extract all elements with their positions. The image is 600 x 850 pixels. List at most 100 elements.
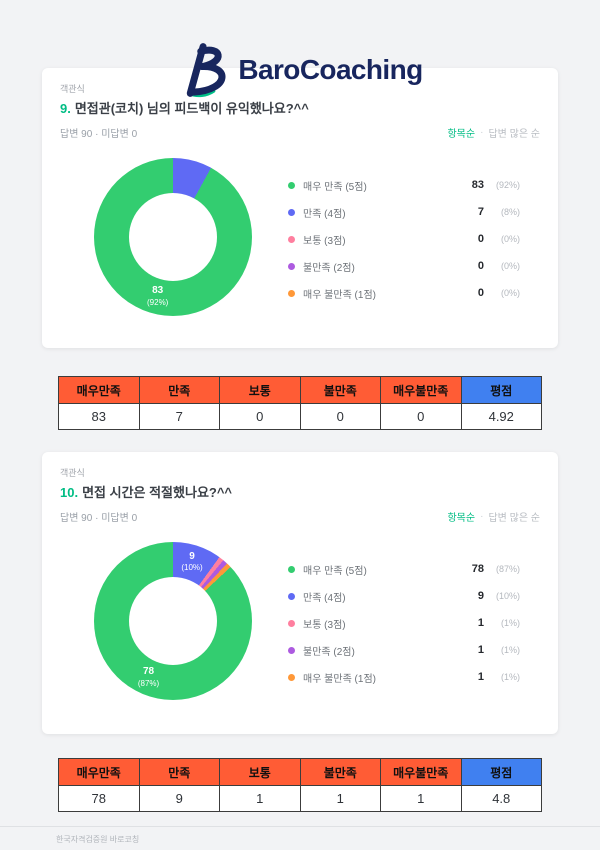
answer-meta: 답변 90 · 미답변 0 bbox=[60, 128, 138, 140]
legend-label: 보통 (3점) bbox=[303, 235, 346, 247]
sort-separator: · bbox=[480, 126, 484, 138]
chart-area: 9 (10%) 78 (87%) 매우 만족 (5점) 78 (87%) 만족 (4점… bbox=[60, 541, 540, 700]
table-value-cell: 7 bbox=[138, 403, 220, 430]
legend-item: 매우 불만족 (1점) 0 (0%) bbox=[288, 280, 520, 307]
table-header-cell: 불만족 bbox=[299, 758, 381, 786]
question-meta-row: 답변 90 · 미답변 0 항목순 · 답변 많은 순 bbox=[60, 125, 540, 140]
legend-percent: (87%) bbox=[495, 564, 520, 575]
legend-percent: (1%) bbox=[500, 645, 520, 656]
legend-count: 0 bbox=[477, 233, 484, 246]
brand-mark-icon bbox=[186, 43, 226, 98]
sort-separator: · bbox=[480, 510, 484, 522]
footer-text: 한국자격검증원 바로코칭 bbox=[56, 835, 140, 844]
sort-by-item[interactable]: 항목순 bbox=[447, 512, 476, 524]
sort-options: 항목순 · 답변 많은 순 bbox=[447, 509, 540, 524]
answer-meta: 답변 90 · 미답변 0 bbox=[60, 512, 138, 524]
legend-item: 보통 (3점) 0 (0%) bbox=[288, 226, 520, 253]
legend-dot bbox=[288, 235, 295, 243]
legend-item: 만족 (4점) 7 (8%) bbox=[288, 199, 520, 226]
table-value-cell: 1 bbox=[299, 785, 381, 812]
brand-logo: BaroCoaching bbox=[177, 42, 423, 98]
question-meta-row: 답변 90 · 미답변 0 항목순 · 답변 많은 순 bbox=[60, 509, 540, 524]
table-header-cell-score: 평점 bbox=[460, 758, 542, 786]
donut-slice-label: 9 (10%) bbox=[181, 550, 203, 573]
donut-slice-label: 83 (92%) bbox=[147, 285, 169, 307]
question-title-row: 9. 면접관(코치) 님의 피드백이 유익했나요?^^ bbox=[60, 101, 540, 117]
question-type-label: 객관식 bbox=[60, 468, 85, 478]
legend-label: 불만족 (2점) bbox=[303, 262, 355, 274]
legend-count: 1 bbox=[477, 671, 484, 684]
legend-count: 78 bbox=[471, 563, 484, 576]
table-header-cell: 불만족 bbox=[299, 376, 381, 404]
sort-by-most-answers[interactable]: 답변 많은 순 bbox=[488, 128, 540, 140]
question-card-10: 객관식 10. 면접 시간은 적절했나요?^^ 답변 90 · 미답변 0 항목순… bbox=[42, 452, 558, 734]
legend-percent: (0%) bbox=[500, 234, 520, 245]
table-value-cell: 0 bbox=[299, 403, 381, 430]
sort-by-most-answers[interactable]: 답변 많은 순 bbox=[488, 512, 540, 524]
legend-label: 매우 불만족 (1점) bbox=[303, 673, 376, 685]
donut-chart: 83 (92%) bbox=[94, 157, 252, 316]
question-title: 면접 시간은 적절했나요?^^ bbox=[82, 485, 233, 500]
legend-percent: (1%) bbox=[500, 618, 520, 629]
table-header-cell: 매우불만족 bbox=[380, 758, 462, 786]
table-header-cell: 매우만족 bbox=[58, 376, 140, 404]
legend-percent: (8%) bbox=[500, 207, 520, 218]
donut-slice-label: 78 (87%) bbox=[137, 665, 160, 688]
legend-count: 0 bbox=[477, 287, 484, 300]
table-value-cell: 1 bbox=[380, 785, 462, 812]
table-value-cell-score: 4.8 bbox=[460, 785, 542, 812]
brand-text: BaroCoaching bbox=[238, 54, 423, 85]
legend-percent: (0%) bbox=[500, 288, 520, 299]
legend-count: 0 bbox=[477, 260, 484, 273]
legend-percent: (92%) bbox=[495, 180, 520, 191]
table-header-cell: 매우만족 bbox=[58, 758, 140, 786]
legend-item: 매우 불만족 (1점) 1 (1%) bbox=[288, 664, 520, 691]
legend-dot bbox=[288, 208, 295, 216]
legend-dot bbox=[288, 646, 295, 654]
table-header-cell: 보통 bbox=[219, 376, 301, 404]
chart-area: 83 (92%) 매우 만족 (5점) 83 (92%) 만족 (4점) 7 (8… bbox=[60, 157, 540, 316]
legend-label: 매우 만족 (5점) bbox=[303, 565, 367, 577]
legend-label: 매우 만족 (5점) bbox=[303, 181, 367, 193]
legend-label: 만족 (4점) bbox=[303, 208, 346, 220]
legend-label: 만족 (4점) bbox=[303, 592, 346, 604]
legend-count: 7 bbox=[477, 206, 484, 219]
sort-options: 항목순 · 답변 많은 순 bbox=[447, 125, 540, 140]
summary-table: 매우만족 만족 보통 불만족 매우불만족 평점 78 9 1 1 1 4.8 bbox=[58, 758, 542, 812]
legend-dot bbox=[288, 181, 295, 189]
table-value-cell: 83 bbox=[58, 403, 140, 430]
table-header-cell: 매우불만족 bbox=[380, 376, 462, 404]
table-header-cell: 보통 bbox=[219, 758, 301, 786]
question-title-row: 10. 면접 시간은 적절했나요?^^ bbox=[60, 485, 540, 501]
table-value-cell: 0 bbox=[219, 403, 301, 430]
question-title: 면접관(코치) 님의 피드백이 유익했나요?^^ bbox=[74, 101, 309, 116]
donut-chart: 9 (10%) 78 (87%) bbox=[94, 541, 252, 700]
legend-item: 보통 (3점) 1 (1%) bbox=[288, 610, 520, 637]
legend-dot bbox=[288, 619, 295, 627]
question-number: 10. bbox=[60, 485, 79, 500]
legend-count: 1 bbox=[477, 617, 484, 630]
question-card-9: 객관식 9. 면접관(코치) 님의 피드백이 유익했나요?^^ 답변 90 · 미… bbox=[42, 68, 558, 348]
legend-item: 매우 만족 (5점) 83 (92%) bbox=[288, 172, 520, 199]
legend-item: 불만족 (2점) 1 (1%) bbox=[288, 637, 520, 664]
legend-label: 매우 불만족 (1점) bbox=[303, 289, 376, 301]
table-header-cell-score: 평점 bbox=[460, 376, 542, 404]
legend-dot bbox=[288, 289, 295, 297]
table-value-cell: 1 bbox=[219, 785, 301, 812]
legend-label: 보통 (3점) bbox=[303, 619, 346, 631]
legend-percent: (1%) bbox=[500, 672, 520, 683]
table-header-row: 매우만족 만족 보통 불만족 매우불만족 평점 bbox=[58, 376, 542, 404]
legend-dot bbox=[288, 565, 295, 573]
legend-count: 83 bbox=[471, 179, 484, 192]
table-value-cell: 78 bbox=[58, 785, 140, 812]
sort-by-item[interactable]: 항목순 bbox=[447, 128, 476, 140]
table-value-row: 83 7 0 0 0 4.92 bbox=[58, 403, 542, 430]
table-value-cell: 0 bbox=[380, 403, 462, 430]
table-value-cell: 9 bbox=[138, 785, 220, 812]
legend-item: 만족 (4점) 9 (10%) bbox=[288, 583, 520, 610]
question-type-label: 객관식 bbox=[60, 84, 85, 94]
table-header-cell: 만족 bbox=[138, 376, 220, 404]
footer: 한국자격검증원 바로코칭 bbox=[0, 826, 600, 845]
legend-dot bbox=[288, 592, 295, 600]
